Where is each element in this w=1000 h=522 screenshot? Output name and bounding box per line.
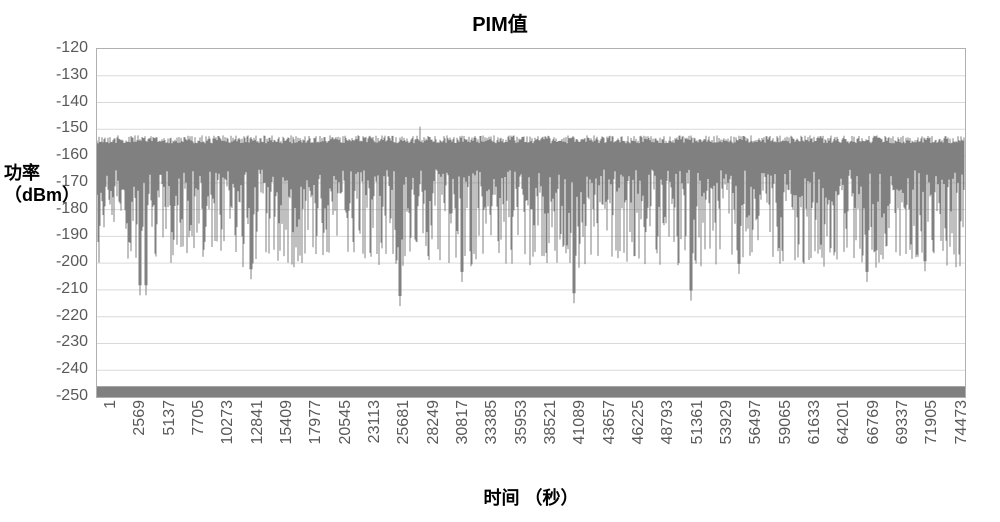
x-tick: 10273 — [219, 400, 237, 445]
x-tick: 64201 — [835, 400, 853, 445]
y-tick: -160 — [56, 146, 88, 164]
x-tick: 74473 — [953, 400, 971, 445]
y-tick: -180 — [56, 200, 88, 218]
x-tick: 35953 — [513, 400, 531, 445]
x-tick: 25681 — [395, 400, 413, 445]
x-tick: 12841 — [249, 400, 267, 445]
x-tick-labels: 1 2569 5137 7705 10273 12841 15409 17977 20545 23… — [96, 400, 966, 480]
x-tick: 23113 — [366, 400, 384, 443]
y-tick: -230 — [56, 333, 88, 351]
x-tick: 1 — [102, 400, 120, 409]
x-tick: 5137 — [161, 400, 179, 436]
y-tick: -190 — [56, 226, 88, 244]
x-axis-title: 时间 （秒） — [96, 484, 966, 510]
x-tick: 48793 — [659, 400, 677, 445]
y-tick: -130 — [56, 66, 88, 84]
x-tick: 71905 — [923, 400, 941, 445]
x-tick: 46225 — [630, 400, 648, 445]
data-series — [97, 127, 964, 306]
x-tick: 43657 — [601, 400, 619, 445]
x-tick: 38521 — [542, 400, 560, 445]
y-tick: -150 — [56, 119, 88, 137]
x-tick: 30817 — [454, 400, 472, 445]
y-tick: -120 — [56, 39, 88, 57]
y-tick: -210 — [56, 280, 88, 298]
pim-chart: PIM值 功率（dBm） -120-130-140-150-160-170-18… — [0, 0, 1000, 522]
x-tick: 66769 — [865, 400, 883, 445]
plot-svg — [97, 49, 965, 397]
x-tick: 2569 — [131, 400, 149, 436]
legend-bar — [97, 386, 965, 397]
x-tick: 15409 — [278, 400, 296, 445]
y-tick: -200 — [56, 253, 88, 271]
y-tick: -250 — [56, 387, 88, 405]
x-tick: 7705 — [190, 400, 208, 436]
x-tick: 56497 — [747, 400, 765, 445]
y-tick: -140 — [56, 93, 88, 111]
x-tick: 28249 — [425, 400, 443, 445]
y-tick: -220 — [56, 307, 88, 325]
x-tick: 61633 — [806, 400, 824, 445]
x-tick: 20545 — [337, 400, 355, 445]
x-tick: 17977 — [307, 400, 325, 445]
x-tick: 69337 — [894, 400, 912, 445]
x-tick: 53929 — [718, 400, 736, 445]
x-tick: 33385 — [483, 400, 501, 445]
y-tick: -170 — [56, 173, 88, 191]
plot-area — [96, 48, 966, 398]
y-tick: -240 — [56, 360, 88, 378]
x-tick: 51361 — [689, 400, 707, 445]
chart-title: PIM值 — [0, 8, 1000, 37]
x-tick: 41089 — [571, 400, 589, 445]
x-tick: 59065 — [777, 400, 795, 445]
